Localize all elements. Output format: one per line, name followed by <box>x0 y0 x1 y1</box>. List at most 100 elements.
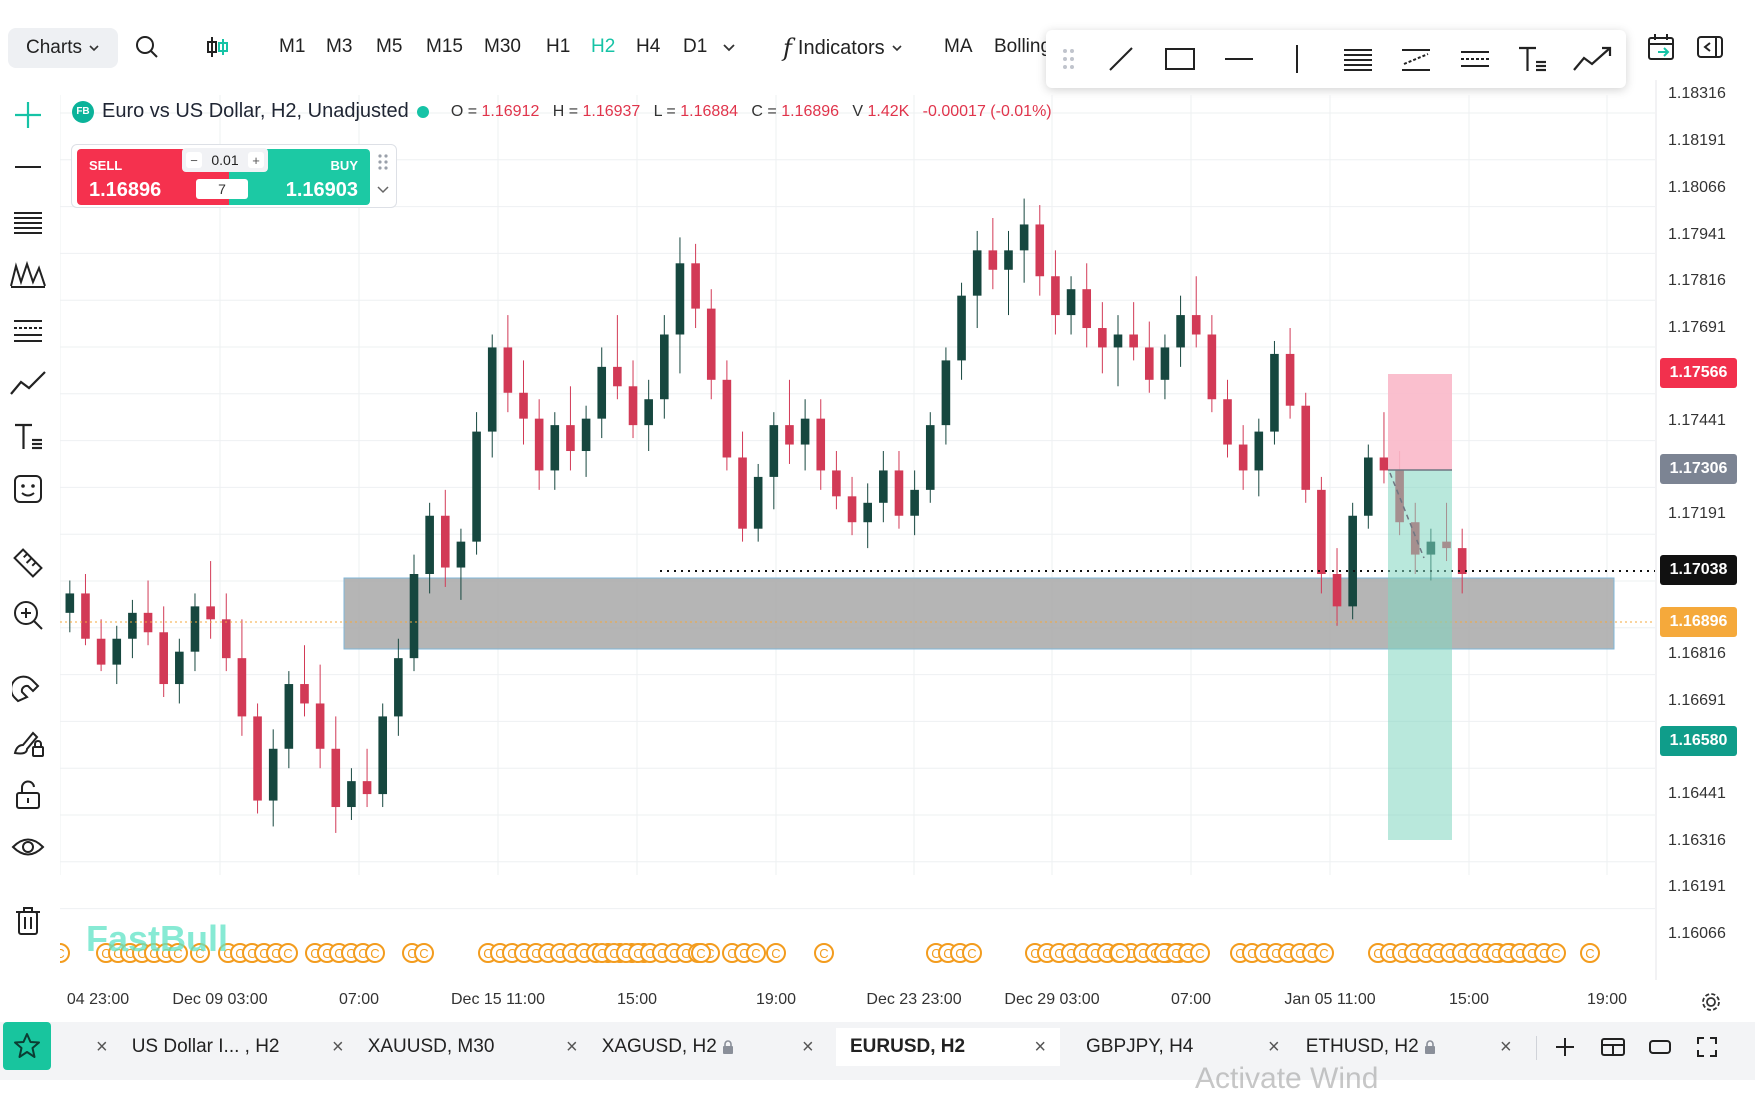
economic-event-marker[interactable] <box>691 943 711 963</box>
price-label: 1.17816 <box>1668 272 1726 289</box>
fullscreen-icon[interactable] <box>1696 1036 1718 1058</box>
zoom-in-icon[interactable] <box>6 595 50 635</box>
eye-visibility-icon[interactable] <box>6 827 50 867</box>
tab-xagusd[interactable]: × XAGUSD, H2 <box>566 1028 735 1066</box>
path-tool-icon[interactable] <box>1572 44 1614 74</box>
calendar-icon[interactable] <box>1644 30 1678 64</box>
regression-channel-tool-icon[interactable] <box>1400 44 1432 74</box>
single-window-icon[interactable] <box>1648 1036 1672 1058</box>
trend-line-tool-icon[interactable] <box>1106 44 1136 74</box>
take-profit-price-tag[interactable]: 1.16580 <box>1660 726 1737 756</box>
economic-event-marker[interactable] <box>766 943 786 963</box>
stop-loss-price-tag[interactable]: 1.17566 <box>1660 358 1737 388</box>
timeframe-d1[interactable]: D1 <box>683 36 708 57</box>
bollinger-indicator-button[interactable]: Bolling <box>994 36 1050 57</box>
collapse-panel-icon[interactable] <box>1693 30 1727 64</box>
panel-expand-chevron-icon[interactable] <box>376 185 390 195</box>
magnet-icon[interactable] <box>6 671 50 711</box>
trash-delete-icon[interactable] <box>6 901 50 941</box>
timeframe-m3[interactable]: M3 <box>326 36 353 57</box>
timeframe-m1[interactable]: M1 <box>279 36 306 57</box>
close-tab-icon[interactable]: × <box>802 1035 814 1058</box>
horizontal-line-icon[interactable] <box>6 147 50 187</box>
text-tool-icon[interactable] <box>6 417 50 457</box>
close-tab-icon[interactable]: × <box>332 1035 344 1058</box>
timeframe-h2[interactable]: H2 <box>591 36 616 57</box>
tab-gbpjpy[interactable]: GBPJPY, H4 <box>1086 1028 1193 1066</box>
vertical-line-tool-icon[interactable] <box>1282 44 1312 74</box>
lot-increase-button[interactable]: + <box>248 152 264 168</box>
text-tool-icon[interactable] <box>1516 44 1548 74</box>
tab-ethusd[interactable]: × ETHUSD, H2 <box>1268 1028 1437 1066</box>
more-timeframes-chevron-icon[interactable] <box>722 42 736 54</box>
close-tab-icon[interactable]: × <box>1500 1035 1512 1058</box>
candle-body <box>988 250 998 270</box>
path-line-icon[interactable] <box>6 363 50 403</box>
parallel-channel-tool-icon[interactable] <box>1342 44 1374 74</box>
lot-size-value[interactable]: 0.01 <box>211 152 239 168</box>
channel-lines-icon[interactable] <box>6 201 50 241</box>
ruler-icon[interactable] <box>6 543 50 583</box>
lot-decrease-button[interactable]: − <box>186 152 202 168</box>
favorites-star-button[interactable] <box>3 1022 51 1070</box>
economic-event-marker[interactable] <box>414 943 434 963</box>
level-price-tag[interactable]: 1.17038 <box>1660 555 1737 585</box>
economic-event-marker[interactable] <box>365 943 385 963</box>
rectangle-tool-icon[interactable] <box>1164 44 1196 74</box>
close-tab-icon[interactable]: × <box>1034 1035 1046 1058</box>
crosshair-icon[interactable] <box>6 95 50 135</box>
economic-event-marker[interactable] <box>1546 943 1566 963</box>
economic-event-marker[interactable] <box>1580 943 1600 963</box>
fib-lines-icon[interactable] <box>6 309 50 349</box>
close-tab-icon[interactable]: × <box>1268 1035 1280 1058</box>
wave-pattern-icon[interactable] <box>6 255 50 295</box>
timeframe-h4[interactable]: H4 <box>636 36 661 57</box>
candlestick-type-icon[interactable] <box>202 32 232 62</box>
charts-menu-button[interactable]: Charts <box>8 28 118 68</box>
close-tab-icon[interactable]: × <box>96 1035 108 1058</box>
tab-xauusd[interactable]: × XAUUSD, M30 <box>332 1028 494 1066</box>
close-tab-icon[interactable]: × <box>566 1035 578 1058</box>
take-profit-zone[interactable] <box>1388 470 1452 840</box>
economic-event-marker[interactable] <box>190 943 210 963</box>
economic-event-marker[interactable] <box>962 943 982 963</box>
entry-price-tag[interactable]: 1.17306 <box>1660 454 1737 484</box>
timeframe-m30[interactable]: M30 <box>484 36 521 57</box>
economic-event-marker[interactable] <box>1190 943 1210 963</box>
chart-settings-gear-icon[interactable] <box>1700 991 1722 1013</box>
fib-retracement-tool-icon[interactable] <box>1459 44 1491 74</box>
price-label: 1.18066 <box>1668 179 1726 196</box>
tab-us-dollar-index[interactable]: × US Dollar I... , H2 <box>96 1028 280 1066</box>
tab-eurusd[interactable]: EURUSD, H2 × <box>836 1028 1060 1066</box>
indicators-button[interactable]: f Indicators <box>783 34 903 62</box>
economic-event-marker[interactable] <box>746 943 766 963</box>
timeframe-m15[interactable]: M15 <box>426 36 463 57</box>
time-axis[interactable]: 04 23:00 Dec 09 03:00 07:00 Dec 15 11:00… <box>60 975 1720 1025</box>
economic-event-marker[interactable] <box>814 943 834 963</box>
horizontal-line-tool-icon[interactable] <box>1224 44 1254 74</box>
emoji-sticker-icon[interactable] <box>6 469 50 509</box>
panel-drag-handle-icon[interactable] <box>377 153 389 171</box>
candle-body <box>785 425 794 445</box>
candle-body <box>1035 224 1045 277</box>
symbol-title[interactable]: Euro vs US Dollar, H2, Unadjusted <box>102 100 409 122</box>
timeframe-h1[interactable]: H1 <box>546 36 571 57</box>
search-icon[interactable] <box>132 32 162 62</box>
economic-event-marker[interactable] <box>278 943 298 963</box>
stop-loss-zone[interactable] <box>1388 374 1452 470</box>
economic-event-marker[interactable] <box>1314 943 1334 963</box>
add-tab-plus-icon[interactable] <box>1554 1036 1576 1058</box>
unlock-icon[interactable] <box>6 775 50 815</box>
economic-event-marker[interactable] <box>60 943 70 963</box>
economic-event-marker[interactable] <box>1110 943 1130 963</box>
brush-lock-icon[interactable] <box>6 723 50 763</box>
timeframe-m5[interactable]: M5 <box>376 36 403 57</box>
economic-event-marker[interactable] <box>168 943 188 963</box>
drag-handle-icon[interactable] <box>1062 47 1076 71</box>
ma-indicator-button[interactable]: MA <box>944 36 973 57</box>
layout-split-icon[interactable] <box>1600 1036 1626 1058</box>
price-axis[interactable]: 1.18316 1.18191 1.18066 1.17941 1.17816 … <box>1655 80 1755 980</box>
candle-body <box>863 502 872 523</box>
